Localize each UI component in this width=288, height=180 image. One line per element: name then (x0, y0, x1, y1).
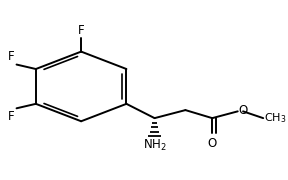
Text: CH$_3$: CH$_3$ (264, 111, 287, 125)
Text: F: F (78, 24, 84, 37)
Text: F: F (8, 110, 14, 123)
Text: F: F (8, 50, 14, 63)
Text: O: O (208, 136, 217, 150)
Text: O: O (239, 104, 248, 117)
Text: NH$_2$: NH$_2$ (143, 138, 166, 153)
